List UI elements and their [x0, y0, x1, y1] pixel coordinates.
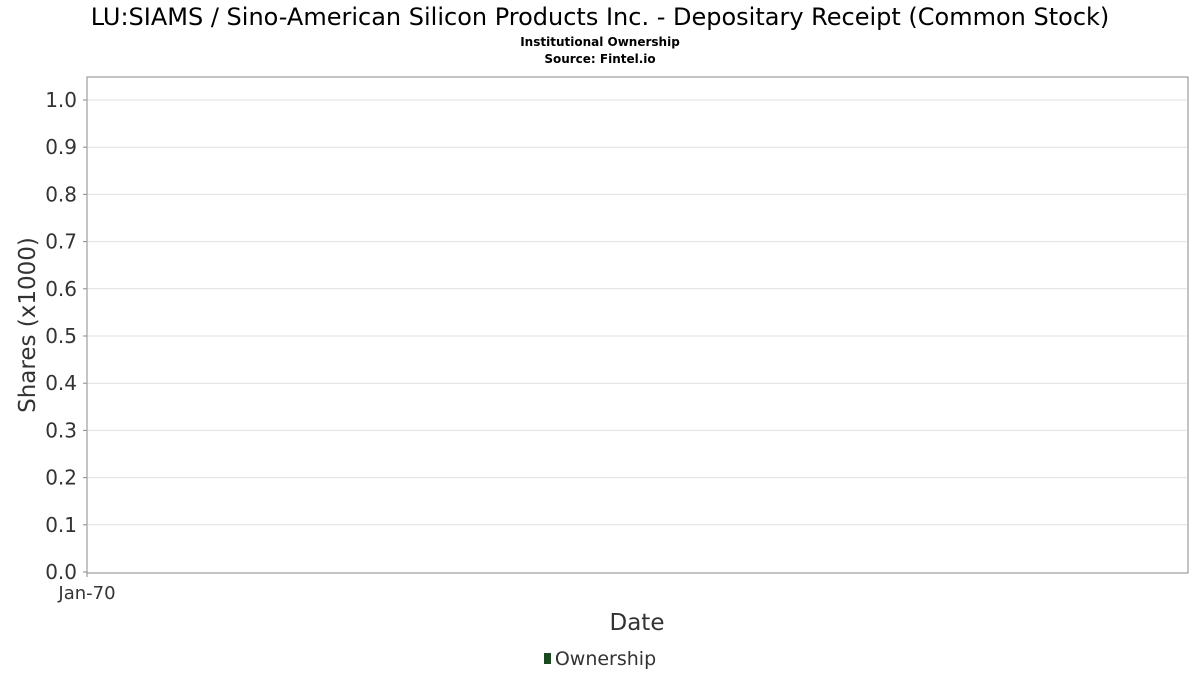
x-tick-label: Jan-70	[57, 583, 115, 604]
y-tick-label: 0.2	[45, 466, 77, 490]
y-tick-label: 0.6	[45, 277, 77, 301]
chart-subtitle: Institutional Ownership	[520, 35, 680, 49]
legend-swatch-ownership	[543, 653, 551, 664]
legend: Ownership	[0, 648, 1200, 670]
y-tick-label: 1.0	[45, 88, 77, 112]
legend-label-ownership: Ownership	[554, 648, 657, 670]
y-tick-label: 0.4	[45, 371, 77, 395]
y-tick-label: 0.5	[45, 324, 77, 348]
y-tick-label: 0.7	[45, 230, 77, 254]
y-axis-label: Shares (x1000)	[15, 237, 41, 413]
y-tick-label: 0.1	[45, 513, 77, 537]
y-tick-label: 0.3	[45, 418, 77, 442]
y-tick-label: 0.0	[45, 560, 77, 584]
chart-source: Source: Fintel.io	[544, 52, 656, 66]
plot-frame	[86, 76, 1189, 574]
x-axis-label: Date	[610, 610, 665, 636]
y-tick-label: 0.9	[45, 135, 77, 159]
chart-title: LU:SIAMS / Sino-American Silicon Product…	[90, 3, 1110, 31]
y-tick-label: 0.8	[45, 182, 77, 206]
